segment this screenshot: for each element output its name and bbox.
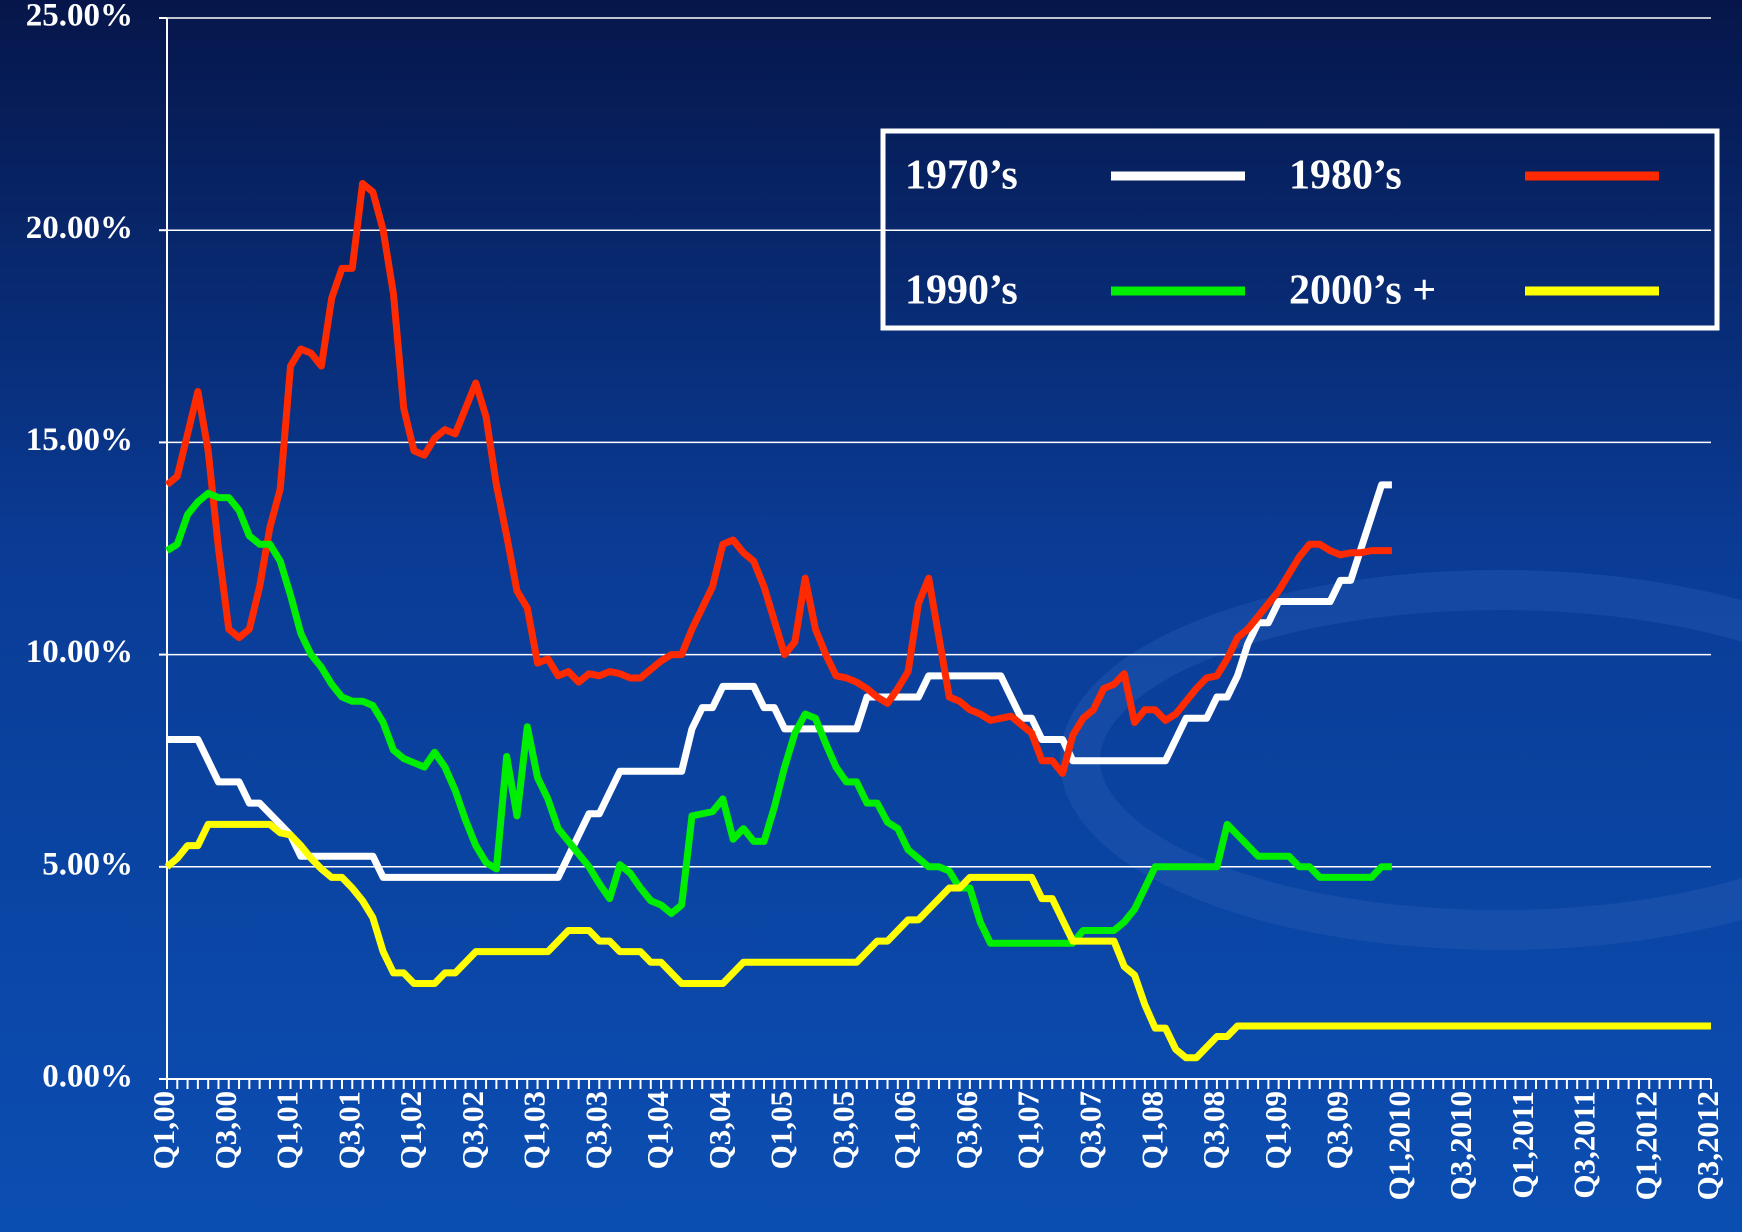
x-tick-label: Q3,01 xyxy=(331,1091,366,1169)
x-tick-label: Q3,03 xyxy=(578,1091,613,1169)
x-tick-label: Q3,2010 xyxy=(1443,1091,1478,1200)
x-tick-label: Q3,2011 xyxy=(1567,1091,1602,1199)
x-tick-label: Q1,09 xyxy=(1258,1091,1293,1169)
x-tick-label: Q1,08 xyxy=(1134,1091,1169,1169)
y-tick-label: 15.00% xyxy=(26,422,133,458)
y-tick-label: 5.00% xyxy=(42,846,133,882)
x-tick-label: Q1,07 xyxy=(1011,1091,1046,1169)
x-tick-label: Q3,02 xyxy=(455,1091,490,1169)
legend-label: 2000’s + xyxy=(1289,268,1436,314)
x-tick-label: Q1,06 xyxy=(887,1091,922,1169)
y-tick-label: 25.00% xyxy=(26,0,133,34)
legend-label: 1990’s xyxy=(905,268,1018,314)
x-tick-label: Q1,01 xyxy=(270,1091,305,1169)
x-tick-label: Q1,04 xyxy=(640,1091,675,1169)
legend-box xyxy=(880,128,1720,331)
x-tick-label: Q1,03 xyxy=(517,1091,552,1169)
background-swirl xyxy=(1060,570,1742,950)
x-tick-label: Q1,2010 xyxy=(1381,1091,1416,1200)
legend-label: 1980’s xyxy=(1289,153,1402,199)
x-tick-label: Q3,04 xyxy=(702,1091,737,1169)
x-tick-label: Q3,07 xyxy=(1073,1091,1108,1169)
x-tick-label: Q3,09 xyxy=(1320,1091,1355,1169)
y-tick-label: 20.00% xyxy=(26,210,133,246)
x-tick-label: Q1,05 xyxy=(764,1091,799,1169)
x-tick-label: Q3,08 xyxy=(1196,1091,1231,1169)
series-line xyxy=(167,481,1392,881)
x-tick-label: Q1,2011 xyxy=(1505,1091,1540,1199)
x-tick-label: Q1,00 xyxy=(146,1091,181,1169)
x-tick-label: Q3,00 xyxy=(208,1091,243,1169)
x-tick-label: Q3,05 xyxy=(825,1091,860,1169)
legend-label: 1970’s xyxy=(905,153,1018,199)
series-line xyxy=(164,180,1392,777)
x-tick-label: Q1,02 xyxy=(393,1091,428,1169)
y-tick-label: 0.00% xyxy=(42,1059,133,1095)
y-tick-label: 10.00% xyxy=(26,634,133,670)
x-tick-label: Q1,2012 xyxy=(1628,1091,1663,1200)
x-tick-label: Q3,06 xyxy=(949,1091,984,1169)
series-line xyxy=(164,820,1711,1062)
x-tick-label: Q3,2012 xyxy=(1690,1091,1725,1200)
series-line xyxy=(165,489,1392,947)
